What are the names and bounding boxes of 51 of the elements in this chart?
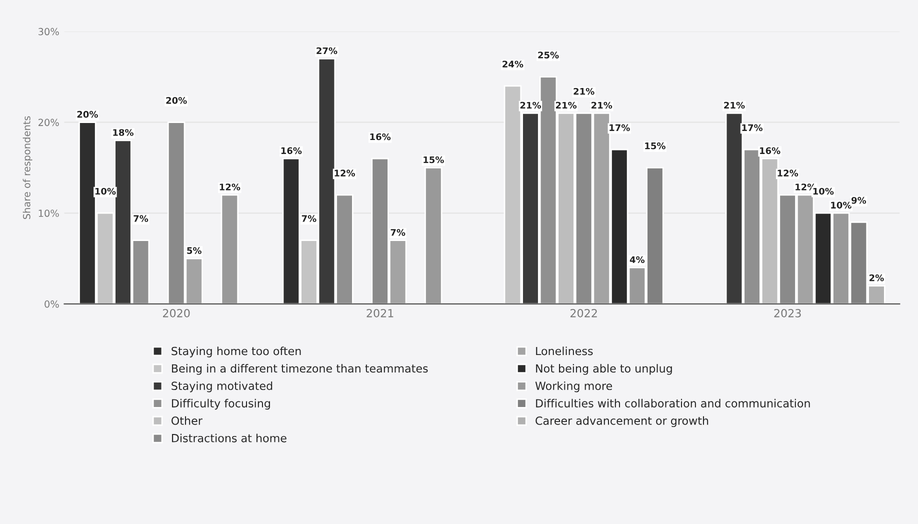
x-tick-label: 2021	[366, 308, 394, 318]
data-label: 10%	[831, 202, 852, 209]
x-tick-label: 2020	[163, 308, 190, 318]
legend-label: Loneliness	[536, 346, 593, 356]
data-label: 16%	[370, 133, 391, 140]
data-label: 15%	[645, 142, 666, 150]
legend-label: Staying motivated	[172, 381, 272, 392]
y-tick-label: 10%	[38, 210, 59, 217]
legend-label: Staying home too often	[172, 346, 301, 358]
legend-label: Not being able to unplug	[536, 364, 672, 375]
data-label: 25%	[538, 52, 559, 58]
data-label: 12%	[334, 170, 356, 177]
legend-label: Distractions at home	[172, 434, 286, 442]
data-label: 21%	[574, 88, 594, 95]
data-label: 17%	[610, 124, 630, 132]
data-label: 9%	[852, 196, 866, 204]
data-label: 21%	[520, 102, 541, 109]
data-label: 16%	[760, 147, 780, 154]
data-label: 12%	[778, 170, 798, 177]
data-label: 17%	[742, 124, 763, 132]
data-label: 21%	[556, 102, 577, 109]
data-label: 20%	[77, 110, 98, 118]
data-label: 27%	[316, 47, 338, 54]
y-tick-label: 20%	[38, 118, 59, 126]
data-label: 18%	[113, 129, 134, 136]
data-label: 4%	[630, 256, 645, 264]
legend-label: Being in a different timezone than teammates	[172, 364, 428, 375]
data-label: 10%	[95, 188, 116, 195]
legend-label: Difficulty focusing	[172, 398, 270, 410]
data-label: 21%	[724, 102, 745, 109]
y-tick-label: 30%	[38, 28, 59, 36]
legend-label: Difficulties with collaboration and communication	[536, 398, 810, 408]
legend-label: Other	[172, 416, 202, 425]
y-axis-title: Share of respondents	[22, 116, 32, 219]
data-label: 7%	[134, 215, 148, 222]
data-label: 24%	[502, 60, 524, 68]
data-label: 7%	[302, 215, 316, 222]
data-label: 16%	[281, 147, 302, 154]
data-label: 10%	[813, 188, 834, 195]
y-tick-label: 0%	[44, 300, 59, 308]
data-label: 20%	[166, 97, 187, 104]
data-label: 15%	[424, 156, 444, 164]
legend-label: Working more	[535, 381, 612, 392]
x-tick-label: 2022	[570, 308, 597, 318]
x-tick-label: 2023	[774, 308, 801, 318]
data-label: 2%	[870, 274, 884, 282]
data-label: 21%	[592, 102, 612, 109]
data-label: 5%	[187, 247, 202, 254]
data-label: 7%	[390, 228, 406, 236]
data-label: 12%	[220, 184, 240, 190]
legend-label: Career advancement or growth	[536, 416, 708, 428]
